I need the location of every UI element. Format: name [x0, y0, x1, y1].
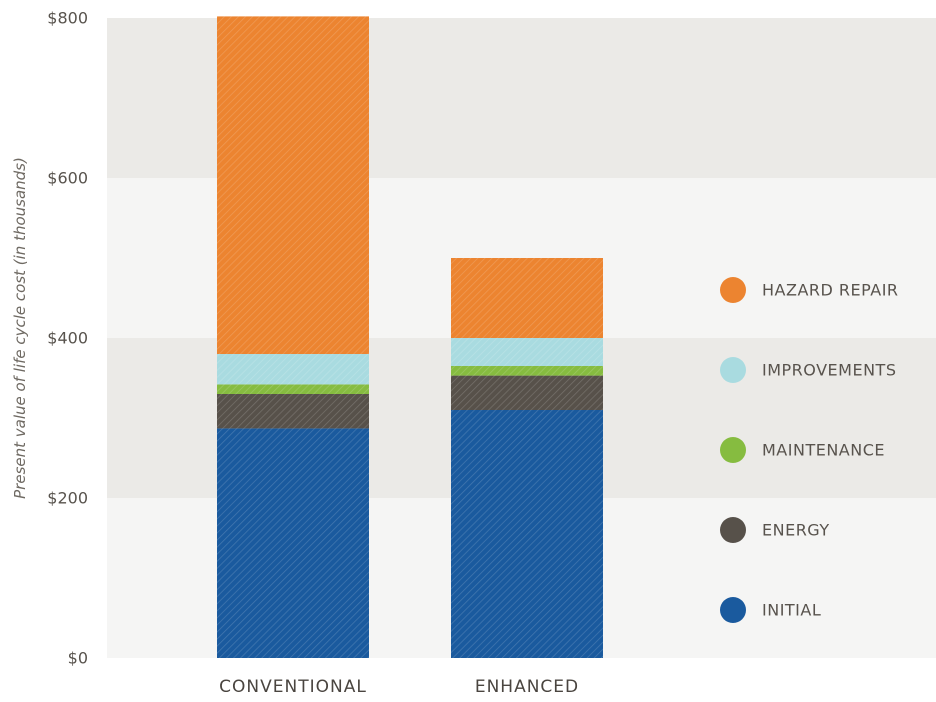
legend-label: IMPROVEMENTS — [762, 361, 896, 380]
bar-segment-texture — [217, 428, 369, 658]
y-tick-label: $200 — [47, 489, 88, 508]
legend-swatch — [720, 597, 746, 623]
bars — [217, 16, 603, 658]
legend-label: MAINTENANCE — [762, 441, 885, 460]
bar-segment-texture — [217, 394, 369, 429]
y-tick-label: $600 — [47, 169, 88, 188]
legend-item-hazard-repair: HAZARD REPAIR — [720, 277, 899, 303]
bar-segment-texture — [451, 375, 603, 410]
y-axis-label: Present value of life cycle cost (in tho… — [11, 157, 29, 499]
legend-label: HAZARD REPAIR — [762, 281, 899, 300]
legend: HAZARD REPAIR IMPROVEMENTS MAINTENANCE ENER… — [720, 277, 899, 623]
legend-swatch — [720, 277, 746, 303]
bar-segment-texture — [451, 258, 603, 338]
y-tick-label: $0 — [68, 649, 88, 668]
y-tick-label: $800 — [47, 9, 88, 28]
legend-swatch — [720, 357, 746, 383]
bar-segment-texture — [451, 338, 603, 366]
legend-label: ENERGY — [762, 521, 830, 540]
bar-stack-conventional — [217, 16, 369, 658]
bar-segment-texture — [217, 354, 369, 385]
bar-stack-enhanced — [451, 258, 603, 658]
bar-segment-texture — [217, 16, 369, 355]
y-tick-label: $400 — [47, 329, 88, 348]
x-axis: CONVENTIONAL ENHANCED — [219, 677, 579, 697]
bar-segment-texture — [451, 366, 603, 376]
bar-segment-texture — [217, 384, 369, 394]
legend-item-maintenance: MAINTENANCE — [720, 437, 885, 463]
x-tick-label: ENHANCED — [475, 677, 579, 697]
legend-swatch — [720, 437, 746, 463]
bar-segment-texture — [451, 410, 603, 658]
legend-swatch — [720, 517, 746, 543]
y-axis: $0 $200 $400 $600 $800 — [47, 9, 88, 668]
legend-item-energy: ENERGY — [720, 517, 830, 543]
x-tick-label: CONVENTIONAL — [219, 677, 367, 697]
legend-label: INITIAL — [762, 601, 821, 620]
legend-item-initial: INITIAL — [720, 597, 821, 623]
legend-item-improvements: IMPROVEMENTS — [720, 357, 896, 383]
